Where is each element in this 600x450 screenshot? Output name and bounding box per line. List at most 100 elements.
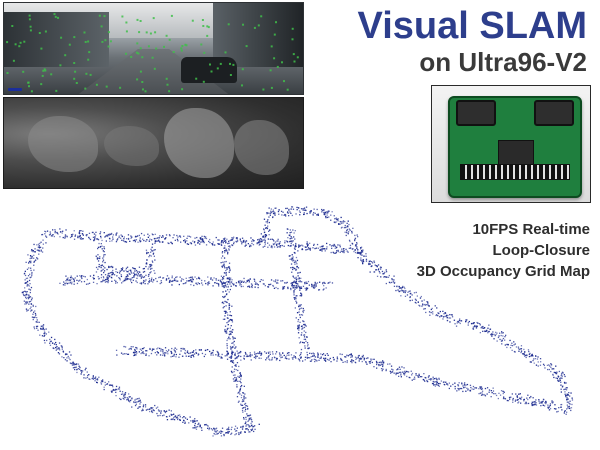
map-point <box>300 295 303 297</box>
map-point <box>85 283 88 285</box>
map-point <box>284 242 286 244</box>
map-point <box>279 246 281 248</box>
map-point <box>76 369 78 371</box>
map-point <box>258 239 261 241</box>
map-point <box>25 297 27 300</box>
map-point <box>296 287 298 289</box>
map-point <box>544 367 546 369</box>
map-point <box>416 295 418 297</box>
map-point <box>227 285 229 288</box>
map-point <box>321 209 324 212</box>
map-point <box>334 247 336 249</box>
feature-point <box>168 90 171 93</box>
map-point <box>552 401 554 403</box>
map-point <box>224 328 226 331</box>
map-point <box>292 208 295 210</box>
map-point <box>266 213 268 215</box>
map-point <box>71 281 73 283</box>
map-point <box>381 370 383 372</box>
map-point <box>212 354 214 356</box>
map-point <box>393 279 395 281</box>
map-point <box>306 287 309 289</box>
map-point <box>275 279 277 281</box>
map-point <box>221 431 224 433</box>
map-point <box>209 350 211 353</box>
map-point <box>106 234 108 236</box>
map-point <box>254 357 257 360</box>
map-point <box>365 253 367 255</box>
map-point <box>93 377 95 379</box>
map-point <box>267 246 269 248</box>
map-point <box>81 277 83 280</box>
map-point <box>365 258 368 260</box>
map-point <box>231 353 233 355</box>
map-point <box>76 279 78 281</box>
map-point <box>336 356 338 358</box>
map-point <box>393 282 396 284</box>
map-point <box>227 289 229 291</box>
map-point <box>167 351 169 353</box>
map-point <box>215 279 217 281</box>
map-point <box>426 379 428 382</box>
map-point <box>102 265 105 268</box>
map-point <box>455 325 458 327</box>
map-point <box>191 277 194 279</box>
map-point <box>130 346 132 348</box>
map-point <box>189 355 191 357</box>
map-point <box>467 322 469 324</box>
map-point <box>128 393 130 395</box>
map-point <box>55 349 57 351</box>
map-point <box>240 375 242 378</box>
map-point <box>259 280 261 283</box>
map-point <box>200 427 203 429</box>
map-point <box>239 375 241 377</box>
map-point <box>153 249 155 251</box>
map-point <box>33 269 35 271</box>
map-point <box>501 343 503 345</box>
map-point <box>215 354 217 356</box>
map-point <box>290 287 292 290</box>
map-point <box>484 394 486 396</box>
map-point <box>69 276 72 279</box>
feature-point <box>107 31 110 34</box>
map-point <box>478 393 480 395</box>
feature-point <box>14 43 17 46</box>
map-point <box>303 334 306 336</box>
map-point <box>226 347 228 349</box>
map-point <box>476 326 478 328</box>
depth-patch <box>234 120 289 175</box>
map-point <box>397 289 399 291</box>
map-point <box>290 267 292 269</box>
map-point <box>288 234 291 237</box>
map-point <box>258 238 260 240</box>
map-point <box>114 389 116 391</box>
map-point <box>326 246 328 248</box>
map-point <box>432 313 434 315</box>
map-point <box>221 284 223 286</box>
map-point <box>290 354 293 356</box>
feature-point <box>44 69 47 72</box>
map-point <box>308 357 310 359</box>
map-point <box>296 295 298 297</box>
map-point <box>530 355 532 357</box>
map-point <box>107 281 109 284</box>
map-point <box>233 241 235 243</box>
map-point <box>566 404 568 406</box>
building-right <box>213 3 303 67</box>
map-point <box>214 244 216 246</box>
map-point <box>307 280 310 283</box>
feature-point <box>84 41 87 43</box>
map-point <box>242 399 244 401</box>
feature-point <box>44 30 47 33</box>
map-point <box>264 238 266 240</box>
map-point <box>528 350 530 353</box>
map-point <box>171 355 174 357</box>
map-point <box>217 352 219 354</box>
map-point <box>341 226 343 228</box>
map-point <box>124 392 126 395</box>
map-point <box>173 355 175 357</box>
map-point <box>312 286 315 289</box>
map-point <box>272 353 274 355</box>
map-point <box>94 380 96 382</box>
map-point <box>469 384 472 386</box>
